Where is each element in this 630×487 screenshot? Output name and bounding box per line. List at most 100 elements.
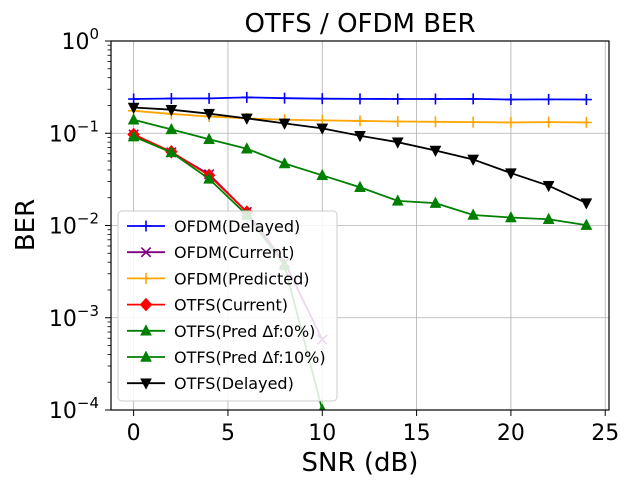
data-point xyxy=(278,118,291,130)
legend-label: OTFS(Delayed) xyxy=(174,374,294,393)
legend-label: OFDM(Current) xyxy=(174,243,295,262)
legend-swatch-marker xyxy=(140,272,152,284)
y-tick-base: 10 xyxy=(49,122,77,147)
x-tick-label: 25 xyxy=(591,421,619,446)
x-tick-label: 20 xyxy=(497,421,525,446)
legend-box xyxy=(117,210,338,402)
chart-title: OTFS / OFDM BER xyxy=(244,9,475,39)
data-point xyxy=(127,113,140,125)
y-tick-exponent: −4 xyxy=(77,394,99,412)
data-point xyxy=(504,168,517,180)
data-point xyxy=(504,210,517,223)
legend: OFDM(Delayed) OFDM(Current) OFDM(Predicted… xyxy=(117,210,338,402)
y-tick-exponent: −1 xyxy=(77,117,99,135)
legend-item: OFDM(Predicted) xyxy=(127,269,310,288)
data-point xyxy=(165,104,178,117)
data-point xyxy=(542,212,555,224)
legend-swatch-marker xyxy=(140,246,152,258)
x-tick-label: 0 xyxy=(127,421,141,446)
data-point xyxy=(203,92,215,104)
series-line xyxy=(133,133,248,213)
legend-item: OTFS(Current) xyxy=(127,296,288,315)
data-point xyxy=(316,123,329,135)
data-point xyxy=(505,94,517,106)
data-point xyxy=(165,145,178,158)
data-point xyxy=(429,116,441,128)
data-point xyxy=(354,93,366,105)
data-point xyxy=(278,156,291,169)
data-point xyxy=(467,93,479,105)
legend-label: OFDM(Delayed) xyxy=(174,217,300,236)
data-point xyxy=(203,108,216,121)
data-point xyxy=(318,403,326,410)
legend-item: OTFS(Delayed) xyxy=(127,374,294,393)
x-tick-label: 10 xyxy=(308,421,336,446)
y-tick-base: 10 xyxy=(49,399,77,424)
y-tick-label: 10−4 xyxy=(49,394,99,424)
y-tick-exponent: −3 xyxy=(77,302,99,320)
legend-item: OTFS(Pred Δf:10%) xyxy=(127,348,326,367)
data-point xyxy=(165,93,177,105)
legend-label: OTFS(Current) xyxy=(174,296,288,315)
data-point xyxy=(543,116,555,128)
legend-swatch-marker xyxy=(140,378,152,390)
data-point xyxy=(429,145,442,158)
data-point xyxy=(354,130,366,143)
legend-swatch-marker xyxy=(139,297,153,312)
y-axis-label: BER xyxy=(11,199,41,251)
x-tick-label: 5 xyxy=(221,421,235,446)
x-tick-label: 15 xyxy=(403,421,431,446)
data-point xyxy=(580,218,593,230)
data-point xyxy=(467,154,480,166)
data-point xyxy=(127,102,140,115)
y-tick-exponent: −2 xyxy=(77,210,99,228)
y-tick-label: 10−3 xyxy=(49,302,99,332)
legend-swatch-marker xyxy=(140,350,152,362)
y-tick-base: 10 xyxy=(49,307,77,332)
legend-label: OTFS(Pred Δf:0%) xyxy=(174,322,315,341)
data-point xyxy=(203,172,216,184)
data-point xyxy=(354,180,366,192)
data-point xyxy=(240,113,253,125)
y-tick-label: 10−2 xyxy=(49,210,99,240)
data-point xyxy=(429,93,441,105)
data-point xyxy=(467,116,479,128)
data-point xyxy=(240,142,253,154)
y-tick-label: 10−1 xyxy=(49,117,99,147)
y-tick-base: 10 xyxy=(49,215,77,240)
data-point xyxy=(279,92,291,104)
data-point xyxy=(580,198,593,210)
y-tick-exponent: 0 xyxy=(89,25,99,43)
data-point xyxy=(316,93,328,105)
data-point xyxy=(316,168,329,181)
y-tick-label: 100 xyxy=(61,25,99,55)
legend-item: OFDM(Current) xyxy=(127,243,295,262)
legend-swatch-marker xyxy=(140,324,152,336)
data-point xyxy=(128,93,140,105)
data-point xyxy=(543,93,555,105)
legend-label: OTFS(Pred Δf:10%) xyxy=(174,348,326,367)
legend-item: OFDM(Delayed) xyxy=(127,217,300,236)
data-point xyxy=(391,194,404,206)
data-point xyxy=(241,91,253,103)
x-axis-label: SNR (dB) xyxy=(302,448,419,478)
data-point xyxy=(542,180,555,193)
data-point xyxy=(165,122,178,135)
data-point xyxy=(429,196,442,208)
data-point xyxy=(354,115,366,127)
series-layer xyxy=(127,91,593,410)
series-5 xyxy=(127,113,593,230)
data-point xyxy=(467,208,480,220)
data-point xyxy=(203,132,216,145)
series-6 xyxy=(127,102,593,210)
legend-label: OFDM(Predicted) xyxy=(174,269,310,288)
data-point xyxy=(580,116,592,128)
legend-item: OTFS(Pred Δf:0%) xyxy=(127,322,315,341)
series-0 xyxy=(128,91,592,106)
data-point xyxy=(391,137,404,149)
data-point xyxy=(580,94,592,106)
data-point xyxy=(127,130,140,142)
legend-swatch-marker xyxy=(140,220,152,232)
